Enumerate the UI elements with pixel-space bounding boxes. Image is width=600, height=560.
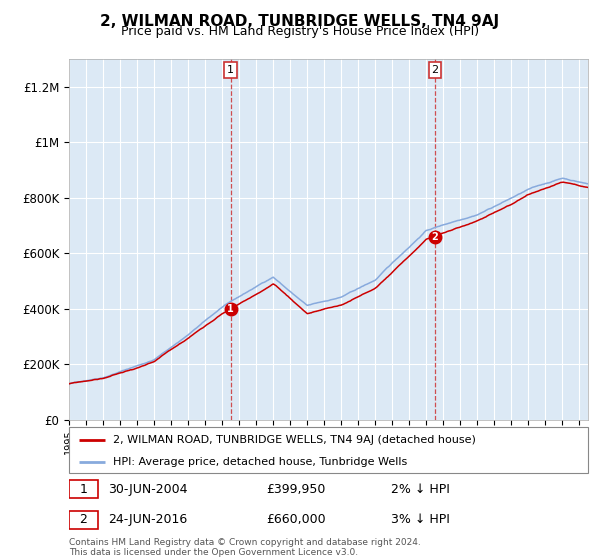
Text: 2% ↓ HPI: 2% ↓ HPI (391, 483, 449, 496)
Text: 2, WILMAN ROAD, TUNBRIDGE WELLS, TN4 9AJ: 2, WILMAN ROAD, TUNBRIDGE WELLS, TN4 9AJ (100, 14, 500, 29)
FancyBboxPatch shape (69, 480, 98, 498)
FancyBboxPatch shape (69, 427, 588, 473)
Text: £399,950: £399,950 (266, 483, 326, 496)
Text: 1: 1 (227, 304, 234, 314)
Text: 1: 1 (227, 65, 234, 75)
Text: 3% ↓ HPI: 3% ↓ HPI (391, 514, 449, 526)
Text: Price paid vs. HM Land Registry's House Price Index (HPI): Price paid vs. HM Land Registry's House … (121, 25, 479, 38)
Text: 2: 2 (79, 514, 87, 526)
Text: 1: 1 (79, 483, 87, 496)
Text: Contains HM Land Registry data © Crown copyright and database right 2024.
This d: Contains HM Land Registry data © Crown c… (69, 538, 421, 557)
Text: 2, WILMAN ROAD, TUNBRIDGE WELLS, TN4 9AJ (detached house): 2, WILMAN ROAD, TUNBRIDGE WELLS, TN4 9AJ… (113, 435, 476, 445)
Text: £660,000: £660,000 (266, 514, 326, 526)
Text: 30-JUN-2004: 30-JUN-2004 (108, 483, 187, 496)
Text: 24-JUN-2016: 24-JUN-2016 (108, 514, 187, 526)
Text: 2: 2 (431, 65, 439, 75)
FancyBboxPatch shape (69, 511, 98, 529)
Text: 2: 2 (431, 232, 438, 241)
Text: HPI: Average price, detached house, Tunbridge Wells: HPI: Average price, detached house, Tunb… (113, 457, 407, 466)
